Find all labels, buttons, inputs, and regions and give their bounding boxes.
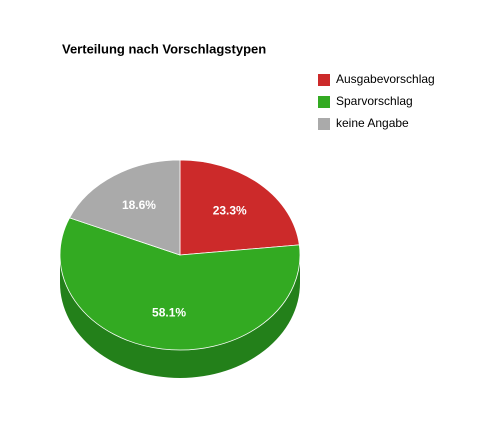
legend-swatch <box>318 96 330 108</box>
legend-swatch <box>318 74 330 86</box>
pie-slice <box>59 217 301 351</box>
slice-label: 58.1% <box>152 305 186 319</box>
legend-swatch <box>318 118 330 130</box>
slice-side <box>60 255 300 378</box>
slice-label: 18.6% <box>122 198 156 212</box>
slice-label: 23.3% <box>213 203 247 217</box>
pie-slice <box>179 159 300 256</box>
legend-label: Sparvorschlag <box>336 94 413 108</box>
pie-slice <box>68 159 181 256</box>
legend-label: Ausgabevorschlag <box>336 72 435 86</box>
chart-title: Verteilung nach Vorschlagstypen <box>62 41 266 56</box>
legend-label: keine Angabe <box>336 116 409 130</box>
